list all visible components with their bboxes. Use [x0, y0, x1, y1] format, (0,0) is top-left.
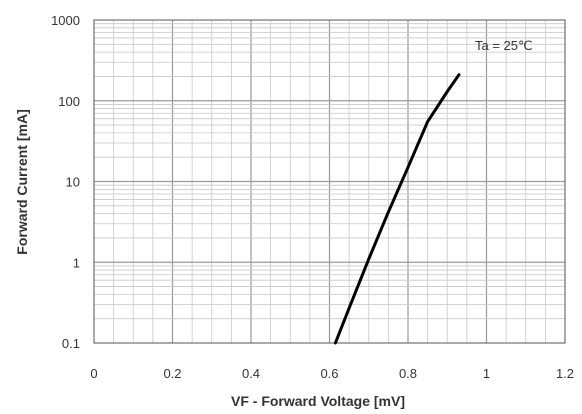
series-line-1 — [333, 73, 461, 345]
y-tick-label: 1 — [73, 255, 80, 270]
x-tick-label: 0 — [90, 366, 97, 381]
x-axis-title: VF - Forward Voltage [mV] — [231, 393, 405, 409]
y-tick-label: 1000 — [51, 13, 80, 28]
temperature-annotation: Ta = 25℃ — [475, 38, 533, 53]
y-axis-title: Forward Current [mA] — [14, 109, 30, 254]
y-tick-label: 0.1 — [62, 336, 80, 351]
y-tick-labels: 0.1 1 10 100 1000 — [51, 13, 80, 351]
series-group — [333, 73, 461, 345]
x-tick-label: 1.2 — [556, 366, 574, 381]
gridlines — [94, 20, 565, 343]
x-tick-label: 0.6 — [320, 366, 338, 381]
y-tick-label: 100 — [58, 94, 80, 109]
x-tick-labels: 0 0.2 0.4 0.6 0.8 1 1.2 — [90, 366, 574, 381]
x-tick-label: 1 — [483, 366, 490, 381]
x-tick-label: 0.4 — [242, 366, 260, 381]
y-tick-label: 10 — [66, 175, 80, 190]
x-tick-label: 0.8 — [399, 366, 417, 381]
x-tick-label: 0.2 — [163, 366, 181, 381]
plot-frame — [93, 19, 566, 344]
